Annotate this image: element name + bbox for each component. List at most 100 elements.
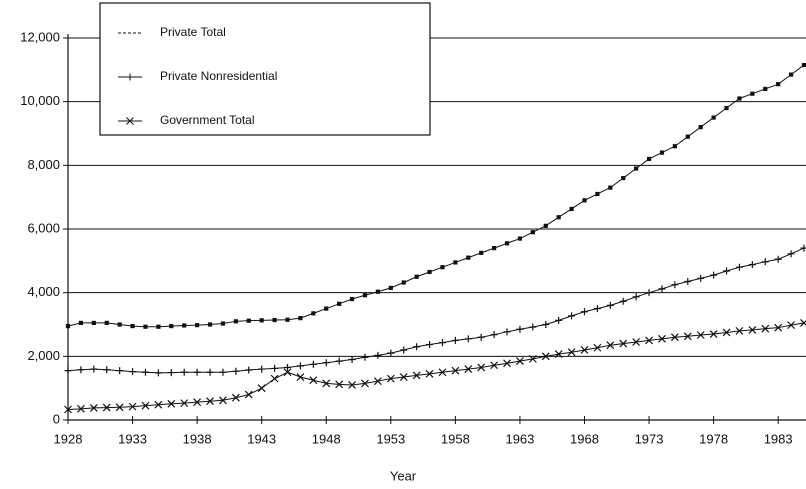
point (65, 323, 71, 329)
point (232, 367, 240, 375)
legend-swatch (118, 117, 142, 125)
point (774, 255, 782, 263)
point (761, 324, 770, 333)
x-tick-label: 1983 (764, 431, 793, 446)
point (568, 312, 576, 320)
y-tick-label: 6,000 (27, 220, 60, 235)
point (580, 308, 588, 316)
point (388, 285, 393, 290)
point (735, 263, 743, 271)
point (374, 351, 382, 359)
point (309, 376, 318, 385)
point (193, 398, 202, 407)
point (619, 339, 628, 348)
point (464, 335, 472, 343)
point (696, 331, 705, 339)
point (169, 323, 174, 329)
x-axis-label: Year (390, 468, 417, 483)
x-tick-label: 1948 (312, 431, 341, 446)
point (750, 91, 755, 96)
point (490, 361, 499, 370)
point (711, 115, 716, 120)
point (529, 323, 537, 331)
x-tick-label: 1973 (635, 431, 664, 446)
point (64, 405, 72, 414)
point (658, 285, 666, 293)
point (77, 366, 85, 374)
point (632, 293, 640, 301)
series-line (67, 247, 805, 374)
point (503, 328, 511, 336)
x-tick-label: 1953 (376, 431, 405, 446)
point (709, 330, 718, 338)
point (593, 343, 602, 352)
point (634, 166, 639, 171)
point (64, 367, 72, 375)
point (748, 325, 757, 334)
x-tick-label: 1958 (441, 431, 470, 446)
y-tick-label: 2,000 (27, 348, 60, 363)
point (440, 265, 445, 270)
legend: Private Total Private Nonresidential Gover… (99, 2, 431, 136)
point (621, 175, 626, 181)
point (516, 325, 524, 333)
point (386, 374, 395, 383)
point (788, 72, 794, 77)
point (156, 324, 161, 329)
point (530, 230, 535, 235)
point (104, 320, 109, 326)
point (244, 390, 253, 399)
point (761, 258, 769, 266)
point (193, 368, 201, 376)
point (309, 360, 317, 368)
legend-label: Government Total (160, 113, 255, 127)
point (683, 332, 692, 341)
point (554, 350, 563, 359)
point (722, 328, 731, 337)
point (425, 369, 434, 378)
point (632, 338, 641, 346)
point (503, 359, 511, 368)
point (102, 403, 111, 412)
point (646, 156, 652, 162)
point (154, 369, 162, 377)
point (697, 274, 705, 282)
point (724, 105, 729, 111)
x-tick-label: 1978 (699, 431, 728, 446)
series-line (67, 64, 805, 328)
point (453, 260, 458, 265)
point (698, 125, 703, 130)
point (296, 362, 304, 370)
series (64, 318, 806, 414)
point (801, 62, 806, 68)
point (220, 321, 226, 326)
point (283, 368, 292, 377)
point (555, 316, 563, 324)
point (516, 357, 524, 366)
point (748, 261, 756, 269)
point (337, 301, 342, 306)
point (608, 185, 613, 190)
legend-label: Private Nonresidential (160, 69, 277, 83)
legend-box (99, 2, 431, 136)
point (479, 250, 484, 255)
point (787, 321, 796, 330)
point (399, 373, 408, 381)
point (567, 348, 576, 357)
point (645, 289, 653, 297)
point (349, 296, 355, 302)
point (348, 381, 356, 389)
point (723, 267, 731, 275)
point (180, 368, 188, 376)
point (154, 400, 163, 409)
point (735, 326, 744, 335)
x-tick-label: 1933 (118, 431, 147, 446)
point (710, 271, 718, 279)
point (285, 317, 290, 322)
point (143, 324, 148, 329)
point (606, 301, 614, 309)
point (593, 305, 601, 313)
point (438, 339, 446, 347)
point (182, 323, 187, 328)
